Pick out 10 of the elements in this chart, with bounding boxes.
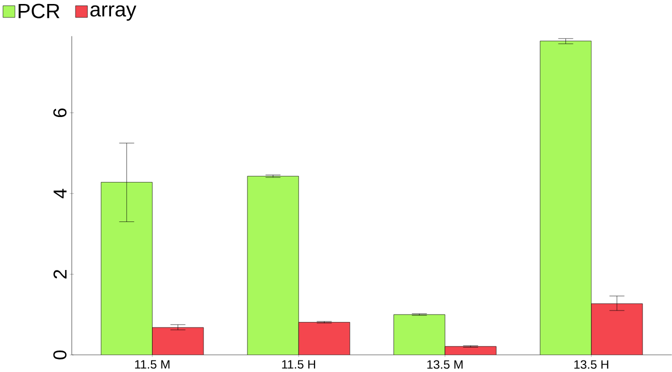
y-tick-label: 0 [53, 350, 67, 360]
legend-label: PCR [18, 4, 60, 18]
y-tick-label: 4 [54, 188, 67, 198]
y-tick-label: 6 [53, 108, 67, 118]
x-tick-label: 11.5 M [135, 360, 170, 369]
y-tick-label: 2 [53, 270, 67, 279]
x-tick-label: 13.5 H [574, 360, 608, 369]
x-tick-label: 11.5 H [282, 360, 316, 369]
x-tick-label: 13.5 M [427, 360, 463, 369]
legend-label: array [90, 5, 136, 21]
